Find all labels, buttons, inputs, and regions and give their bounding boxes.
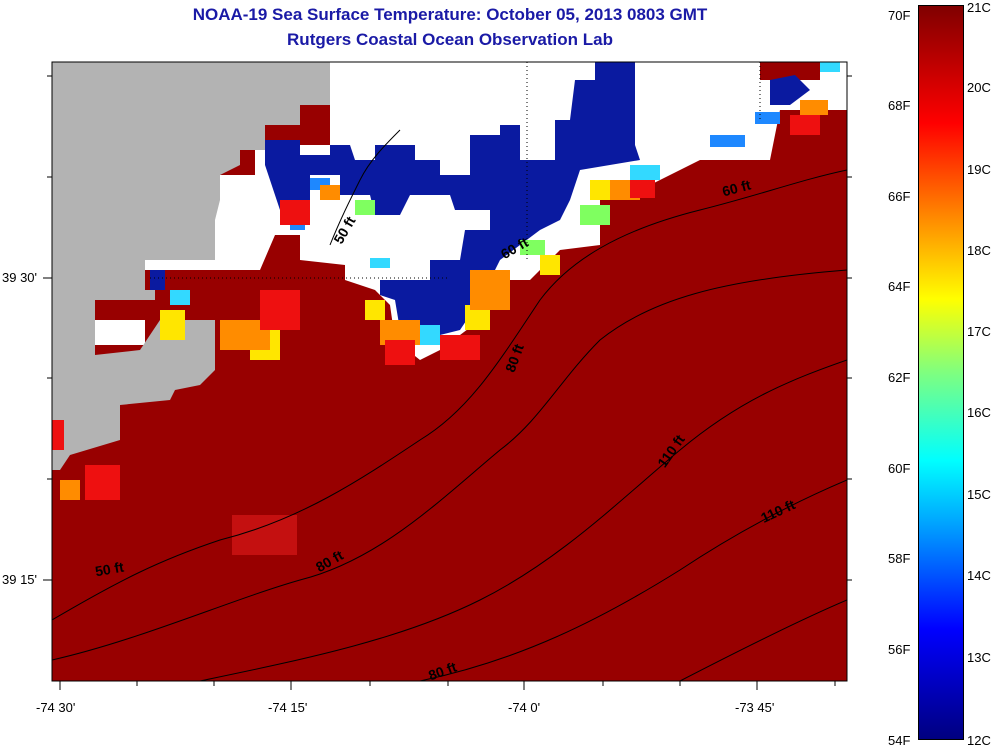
colorbar-f-label: 54F — [888, 733, 911, 748]
colorbar-c-label: 15C — [967, 487, 991, 502]
colorbar-c-label: 19C — [967, 162, 991, 177]
y-tick-label: 39 15' — [2, 572, 38, 587]
colorbar-f-label: 70F — [888, 8, 911, 23]
colorbar-f-label: 60F — [888, 461, 911, 476]
colorbar-f-label: 68F — [888, 98, 911, 113]
map-title: NOAA-19 Sea Surface Temperature: October… — [192, 5, 708, 24]
colorbar-c-label: 13C — [967, 650, 991, 665]
x-tick-label: -73 45' — [735, 700, 775, 715]
colorbar-f-label: 58F — [888, 551, 911, 566]
colorbar-f-label: 64F — [888, 279, 911, 294]
colorbar-f-label: 56F — [888, 642, 911, 657]
colorbar-c-label: 17C — [967, 324, 991, 339]
land-region — [52, 62, 330, 320]
colorbar-c-label: 12C — [967, 733, 991, 748]
colorbar-c-label: 14C — [967, 568, 991, 583]
y-tick-label: 39 30' — [2, 270, 38, 285]
x-tick-label: -74 30' — [36, 700, 76, 715]
colorbar-f-label: 62F — [888, 370, 911, 385]
colorbar-c-label: 21C — [967, 0, 991, 15]
colorbar-f-label: 66F — [888, 189, 911, 204]
x-tick-label: -74 15' — [268, 700, 308, 715]
colorbar-c-label: 18C — [967, 243, 991, 258]
cold-water — [265, 62, 640, 340]
map-subtitle: Rutgers Coastal Ocean Observation Lab — [287, 30, 613, 49]
colorbar-c-label: 20C — [967, 80, 991, 95]
colorbar-c-label: 16C — [967, 405, 991, 420]
x-tick-label: -74 0' — [508, 700, 541, 715]
colorbar — [918, 5, 964, 740]
